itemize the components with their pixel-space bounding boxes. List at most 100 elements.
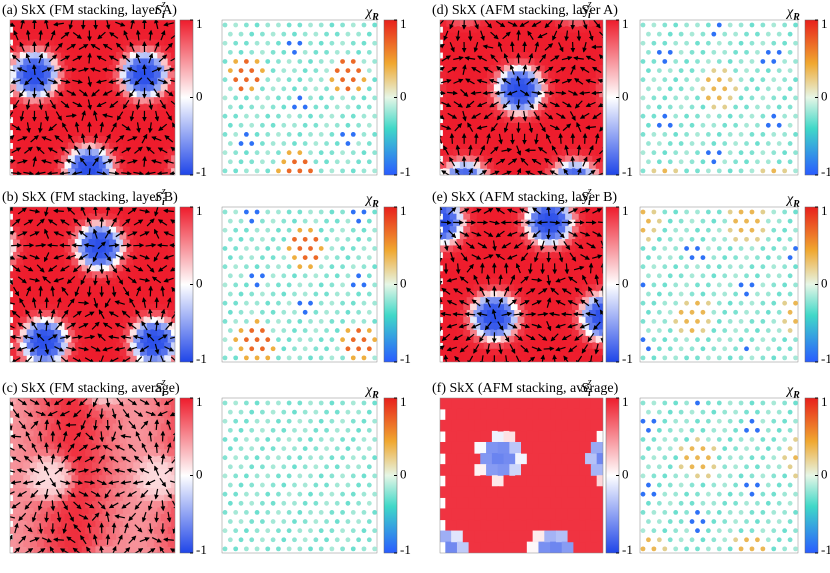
spin-cell	[37, 20, 45, 27]
spin-arrow	[492, 240, 497, 252]
chirality-dot	[260, 49, 265, 55]
spin-arrow	[501, 170, 512, 175]
spin-cell	[167, 232, 175, 240]
chirality-dot	[292, 122, 297, 128]
spin-cell	[64, 219, 73, 227]
spin-cell	[466, 284, 475, 292]
spin-cell	[67, 455, 76, 463]
spin-cell	[582, 148, 590, 156]
spin-arrow	[135, 29, 141, 41]
chirality-dot	[793, 22, 798, 28]
spin-cell	[61, 116, 69, 124]
spin-cell	[143, 51, 152, 60]
spin-cell	[109, 533, 118, 541]
spin-cell	[143, 155, 152, 163]
chirality-map	[639, 206, 799, 363]
spin-cell	[136, 329, 145, 337]
spin-cell	[10, 245, 18, 253]
spin-cell	[537, 277, 546, 285]
spin-cell	[449, 116, 458, 124]
spin-cell	[88, 226, 97, 234]
spin-cell	[561, 284, 570, 292]
spin-cell	[74, 129, 83, 137]
spin-cell	[119, 32, 128, 40]
chirality-dot	[722, 104, 728, 110]
chirality-dot	[678, 346, 684, 352]
chirality-dot	[760, 319, 766, 324]
spin-arrow	[160, 500, 166, 512]
chirality-dot	[705, 246, 711, 251]
spin-cell	[521, 97, 529, 105]
spin-cell	[50, 539, 59, 547]
spin-arrow	[56, 442, 62, 453]
spin-cell	[105, 110, 114, 118]
chirality-dot	[755, 86, 760, 92]
spin-cell	[119, 423, 128, 431]
chirality-dot	[227, 236, 233, 242]
chirality-dot	[270, 309, 276, 315]
spin-cell	[26, 342, 35, 350]
spin-cell	[531, 329, 539, 337]
spin-arrow	[127, 276, 137, 284]
spin-cell	[551, 64, 560, 72]
spin-cell	[585, 290, 594, 298]
chirality-dot	[662, 282, 668, 288]
spin-arrow	[513, 311, 525, 317]
spin-cell	[585, 238, 594, 247]
spin-cell	[98, 398, 107, 405]
chirality-dot	[260, 291, 265, 297]
spin-cell	[442, 226, 451, 234]
spin-arrow	[24, 356, 33, 362]
spin-cell	[483, 303, 492, 311]
spin-cell	[71, 526, 80, 534]
spin-cell	[463, 51, 472, 60]
spin-cell	[527, 232, 536, 240]
spin-arrow	[531, 20, 542, 28]
spin-cell	[12, 155, 21, 163]
spin-cell	[561, 322, 570, 331]
spin-cell	[116, 238, 124, 247]
spin-cell	[548, 148, 556, 156]
spin-cell	[74, 494, 83, 502]
chirality-dot	[760, 132, 766, 137]
spin-cell	[126, 45, 135, 53]
chirality-dot	[640, 40, 646, 46]
spin-cell	[23, 45, 32, 53]
chirality-dot	[716, 95, 722, 101]
spin-cell	[122, 51, 131, 60]
spin-cell	[47, 129, 56, 137]
spin-cell	[126, 161, 135, 169]
spin-arrow	[79, 89, 88, 97]
spin-cell	[43, 398, 52, 405]
spin-cell	[524, 116, 533, 124]
chirality-dot	[302, 31, 308, 37]
spin-cell	[10, 271, 18, 279]
spin-cell	[109, 251, 118, 259]
spin-cell	[88, 168, 97, 175]
spin-cell	[164, 481, 173, 489]
spin-cell	[514, 219, 522, 227]
spin-cell	[95, 507, 104, 515]
spin-cell	[537, 26, 546, 34]
chirality-dot	[705, 319, 711, 324]
spin-cell	[554, 135, 563, 144]
spin-cell	[74, 103, 83, 111]
spin-arrow	[449, 42, 455, 53]
spin-cell	[157, 417, 166, 425]
spin-arrow	[579, 66, 590, 74]
spin-cell	[105, 436, 114, 444]
spin-arrow	[126, 67, 138, 73]
spin-cell	[133, 501, 142, 509]
spin-arrow	[454, 123, 463, 132]
chirality-dot	[782, 300, 788, 306]
chirality-dot	[640, 209, 646, 215]
spin-cell	[88, 329, 97, 337]
spin-cell	[64, 20, 73, 27]
spin-cell	[153, 539, 162, 547]
spin-cell	[531, 316, 539, 324]
spin-cell	[483, 155, 492, 163]
spin-cell	[23, 475, 32, 483]
spin-arrow	[164, 346, 175, 352]
spin-cell	[81, 277, 90, 285]
spin-cell	[592, 142, 601, 150]
